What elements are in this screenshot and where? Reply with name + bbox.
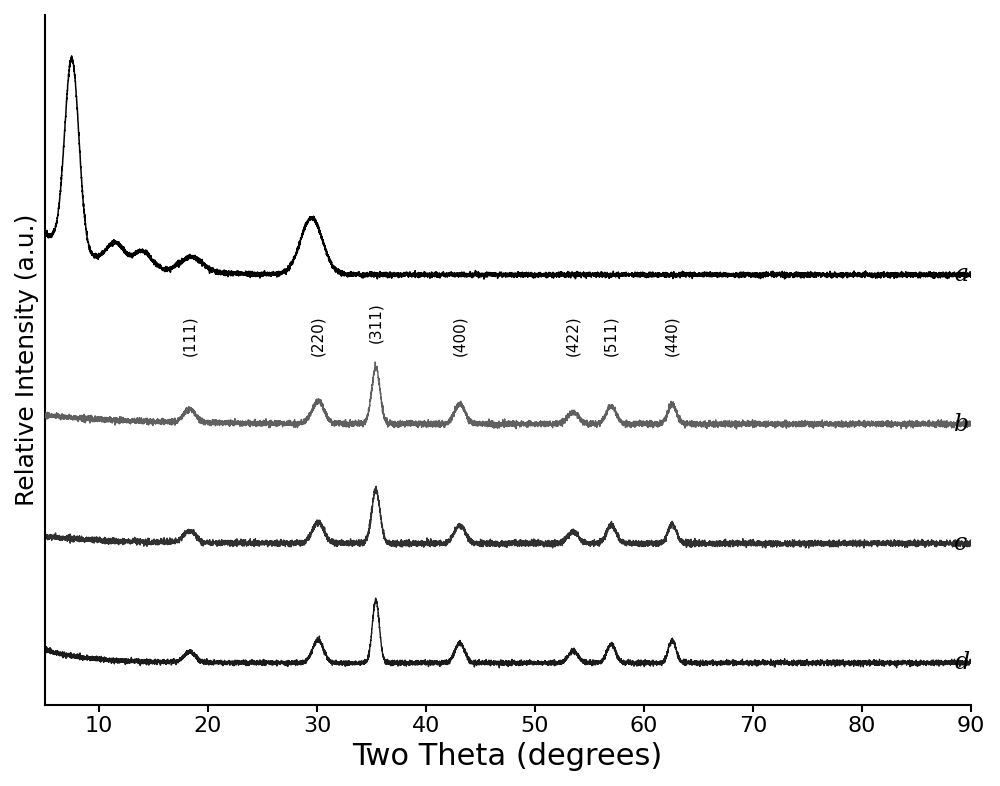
Text: (311): (311) — [368, 303, 383, 343]
Text: (220): (220) — [311, 315, 326, 356]
Text: c: c — [954, 532, 968, 555]
Text: (111): (111) — [182, 315, 197, 356]
Y-axis label: Relative Intensity (a.u.): Relative Intensity (a.u.) — [15, 214, 39, 506]
Text: (400): (400) — [452, 315, 467, 356]
Text: a: a — [954, 263, 969, 286]
Text: (440): (440) — [665, 315, 680, 356]
Text: d: d — [954, 652, 970, 674]
Text: (511): (511) — [604, 315, 619, 356]
Text: b: b — [954, 413, 970, 435]
Text: (422): (422) — [566, 315, 581, 356]
X-axis label: Two Theta (degrees): Two Theta (degrees) — [353, 742, 663, 771]
